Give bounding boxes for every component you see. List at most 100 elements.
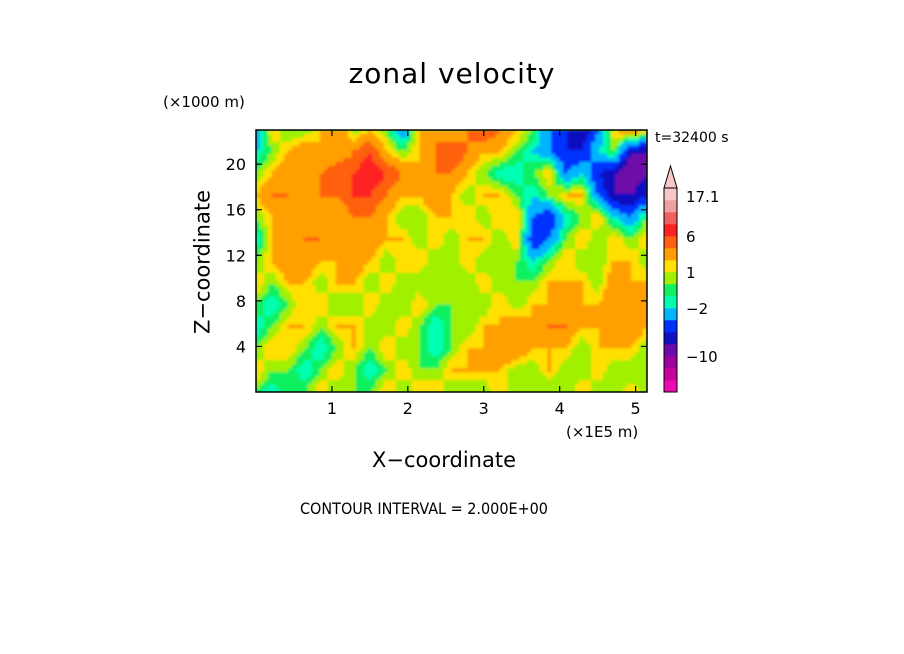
field-cell	[327, 149, 333, 155]
field-cell	[383, 130, 389, 135]
field-cell	[371, 324, 377, 330]
field-cell	[443, 217, 449, 222]
field-cell	[487, 177, 492, 183]
field-cell	[427, 197, 433, 203]
field-cell	[483, 185, 489, 191]
field-cell	[567, 308, 572, 314]
field-cell	[487, 205, 492, 210]
field-cell	[335, 316, 341, 322]
field-cell	[359, 193, 365, 199]
field-cell	[495, 197, 500, 203]
field-cell	[363, 149, 369, 155]
field-cell	[256, 257, 261, 262]
field-cell	[355, 205, 361, 210]
field-cell	[375, 217, 381, 222]
field-cell	[435, 185, 441, 191]
field-cell	[379, 205, 385, 210]
field-cell	[355, 153, 361, 159]
field-cell	[643, 149, 647, 155]
field-cell	[499, 209, 504, 214]
field-cell	[603, 193, 608, 199]
field-cell	[427, 225, 433, 230]
field-cell	[267, 169, 273, 175]
field-cell	[419, 257, 425, 262]
field-cell	[491, 153, 496, 159]
field-cell	[403, 217, 409, 222]
field-cell	[479, 261, 485, 266]
field-cell	[267, 308, 273, 314]
field-cell	[375, 141, 381, 147]
field-cell	[527, 197, 532, 203]
field-cell	[491, 233, 496, 238]
field-cell	[547, 137, 552, 143]
field-cell	[555, 324, 560, 330]
field-cell	[615, 257, 620, 262]
field-cell	[503, 284, 508, 290]
field-cell	[503, 197, 508, 203]
field-cell	[391, 173, 397, 179]
field-cell	[451, 320, 457, 326]
field-cell	[411, 280, 417, 286]
field-cell	[411, 185, 417, 191]
field-cell	[435, 189, 441, 195]
field-cell	[511, 312, 516, 318]
field-cell	[395, 221, 401, 226]
field-cell	[595, 193, 600, 199]
field-cell	[539, 312, 544, 318]
field-cell	[451, 312, 457, 318]
field-cell	[347, 296, 353, 302]
field-cell	[447, 161, 453, 167]
field-cell	[491, 308, 496, 314]
field-cell	[591, 257, 596, 262]
field-cell	[623, 149, 628, 155]
field-cell	[627, 185, 632, 191]
field-cell	[347, 209, 353, 214]
field-cell	[419, 225, 425, 230]
field-cell	[287, 296, 293, 302]
field-cell	[339, 296, 345, 302]
field-cell	[623, 153, 628, 159]
field-cell	[543, 296, 548, 302]
field-cell	[491, 241, 496, 246]
field-cell	[259, 233, 265, 238]
field-cell	[595, 165, 600, 171]
field-cell	[387, 149, 393, 155]
field-cell	[483, 177, 489, 183]
field-cell	[451, 225, 457, 230]
field-cell	[279, 324, 285, 330]
field-cell	[563, 165, 568, 171]
field-cell	[283, 137, 289, 143]
field-cell	[435, 229, 441, 234]
field-cell	[303, 272, 309, 278]
field-cell	[603, 130, 608, 135]
field-cell	[299, 141, 305, 147]
field-cell	[595, 205, 600, 210]
field-cell	[483, 257, 489, 262]
field-cell	[371, 145, 377, 151]
field-cell	[327, 308, 333, 314]
field-cell	[295, 328, 301, 334]
field-cell	[423, 233, 429, 238]
y-axis-unit: (×1000 m)	[163, 93, 245, 111]
field-cell	[315, 217, 321, 222]
field-cell	[279, 308, 285, 314]
field-cell	[335, 205, 341, 210]
field-cell	[535, 137, 540, 143]
field-cell	[367, 161, 373, 167]
field-cell	[363, 304, 369, 310]
field-cell	[351, 296, 357, 302]
field-cell	[543, 209, 548, 214]
field-cell	[603, 320, 608, 326]
field-cell	[347, 177, 353, 183]
field-cell	[427, 296, 433, 302]
field-cell	[287, 149, 293, 155]
field-cell	[503, 153, 508, 159]
field-cell	[539, 300, 544, 306]
field-cell	[615, 320, 620, 326]
field-cell	[599, 241, 604, 246]
field-cell	[307, 165, 313, 171]
field-cell	[415, 130, 421, 135]
field-cell	[479, 276, 485, 282]
field-cell	[307, 296, 313, 302]
field-cell	[503, 149, 508, 155]
